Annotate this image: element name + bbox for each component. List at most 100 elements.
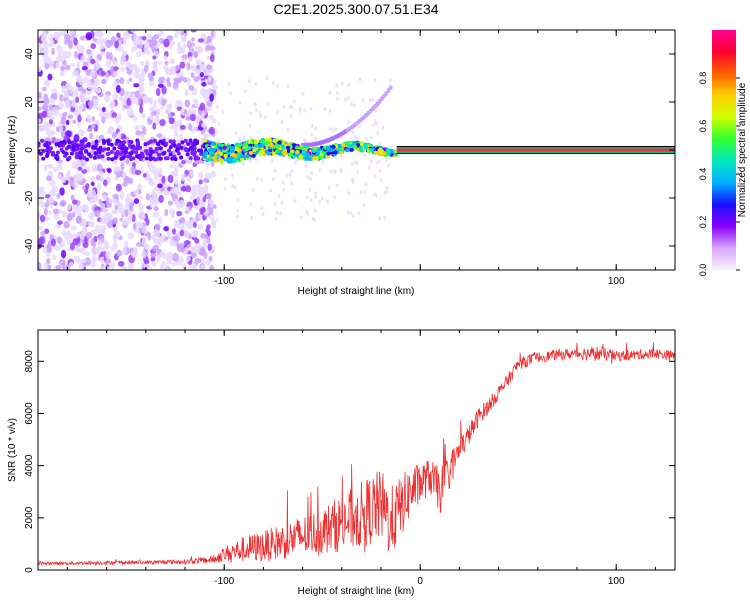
spectrogram-cell	[237, 148, 242, 153]
spectrogram-cell	[102, 206, 108, 214]
spectrogram-cell	[78, 129, 85, 137]
spectrogram-cell	[378, 142, 382, 147]
spectrogram-cell	[189, 195, 195, 200]
spectrogram-cell	[158, 178, 162, 185]
spectrogram-cell	[341, 142, 346, 147]
spectrogram-cell	[363, 153, 367, 158]
spectrogram-cell	[385, 186, 389, 191]
spectrogram-cell	[329, 169, 333, 174]
spectrogram-cell	[163, 55, 168, 61]
spectrogram-cell	[197, 258, 202, 263]
spectrogram-cell	[351, 130, 355, 135]
colorbar-tick-label: 0.2	[698, 216, 708, 229]
spectrogram-cell	[294, 145, 300, 150]
spectrogram-cell	[198, 179, 203, 185]
spectrogram-cell	[148, 156, 153, 161]
spectrogram-cell	[258, 110, 262, 115]
spectrogram-cell	[252, 148, 257, 153]
spectrogram-cell	[98, 145, 103, 150]
spectrogram-cell	[186, 40, 192, 49]
spectrogram-cell	[77, 86, 84, 92]
spectrogram-cell	[122, 248, 127, 254]
spectrogram-cell	[173, 168, 179, 177]
spectrogram-cell	[149, 97, 153, 106]
spectrogram-cell	[209, 93, 215, 102]
spectrogram-cell	[305, 195, 309, 200]
spectrogram-cell	[336, 96, 340, 101]
spectrogram-cell	[301, 150, 306, 155]
spectrogram-cell	[211, 204, 217, 209]
spectrogram-cell	[291, 143, 297, 148]
spectrogram-cell	[78, 150, 83, 155]
spectrogram-cell	[185, 116, 191, 121]
spectrogram-cell	[134, 90, 141, 99]
spectrogram-cell	[70, 106, 76, 113]
spectrogram-cell	[165, 266, 170, 270]
spectrogram-cell	[204, 260, 212, 266]
spectrogram-cell	[90, 229, 98, 236]
spectrogram-cell	[61, 210, 68, 218]
spectrogram-cell	[122, 31, 130, 37]
spectrogram-cell	[290, 181, 294, 186]
spectrogram-cell	[352, 144, 358, 149]
spectrogram-cell	[72, 70, 79, 77]
spectrogram-cell	[377, 159, 381, 164]
spectrogram-cell	[141, 226, 148, 235]
spectrogram-cell	[73, 37, 78, 46]
spectrogram-cell	[179, 124, 186, 130]
spectrogram-cell	[55, 61, 60, 69]
spectrogram-cell	[112, 146, 117, 151]
x-tick-label: -100	[214, 576, 234, 587]
spectrogram-cell	[138, 73, 145, 83]
spectrogram-cell	[377, 147, 383, 152]
spectrogram-cell	[129, 157, 134, 162]
spectrogram-cell	[172, 81, 179, 90]
spectrogram-cell	[310, 123, 314, 128]
spectrogram-content	[38, 30, 675, 270]
spectrogram-cell	[234, 130, 238, 135]
spectrogram-cell	[130, 94, 135, 102]
spectrogram-cell	[58, 101, 64, 110]
spectrogram-cell	[179, 155, 184, 160]
spectrogram-cell	[138, 202, 144, 211]
spectrogram-cell	[200, 87, 207, 97]
spectrogram-cell	[149, 199, 154, 209]
spectrogram-cell	[87, 100, 95, 108]
spectrogram-cell	[306, 175, 310, 180]
spectrogram-cell	[374, 108, 378, 113]
spectrogram-cell	[137, 97, 142, 105]
spectrogram-cell	[85, 48, 92, 55]
spectrogram-cell	[242, 135, 246, 140]
spectrogram-cell	[353, 160, 357, 165]
spectrogram-cell	[113, 155, 118, 160]
spectrogram-cell	[179, 61, 186, 69]
spectrogram-cell	[308, 187, 312, 192]
spectrogram-cell	[85, 143, 90, 148]
spectrogram-cell	[102, 147, 107, 152]
spectrogram-cell	[82, 242, 89, 249]
spectrogram-cell	[273, 201, 277, 206]
spectrogram-cell	[113, 60, 118, 67]
spectrogram-cell	[328, 90, 332, 95]
y-tick-label: -20	[24, 190, 35, 205]
spectrogram-cell	[206, 55, 211, 61]
spectrogram-cell	[90, 123, 96, 129]
spectrogram-cell	[206, 224, 211, 230]
spectrogram-cell	[153, 205, 159, 212]
spectrogram-cell	[104, 114, 111, 120]
spectrogram-cell	[159, 265, 164, 270]
spectrogram-cell	[60, 176, 67, 184]
spectrogram-cell	[45, 175, 52, 181]
spectrogram-cell	[288, 172, 292, 177]
spectrogram-cell	[178, 256, 184, 265]
spectrogram-cell	[72, 199, 78, 205]
spectrogram-cell	[94, 64, 100, 71]
spectrogram-cell	[251, 187, 255, 192]
snr-y-label: SNR (10 * v/v)	[7, 418, 18, 482]
spectrogram-cell	[181, 34, 187, 43]
spectrogram-cell	[254, 143, 259, 148]
spectrogram-cell	[127, 264, 133, 270]
spectrogram-cell	[106, 146, 111, 151]
spectrogram-cell	[198, 171, 204, 180]
